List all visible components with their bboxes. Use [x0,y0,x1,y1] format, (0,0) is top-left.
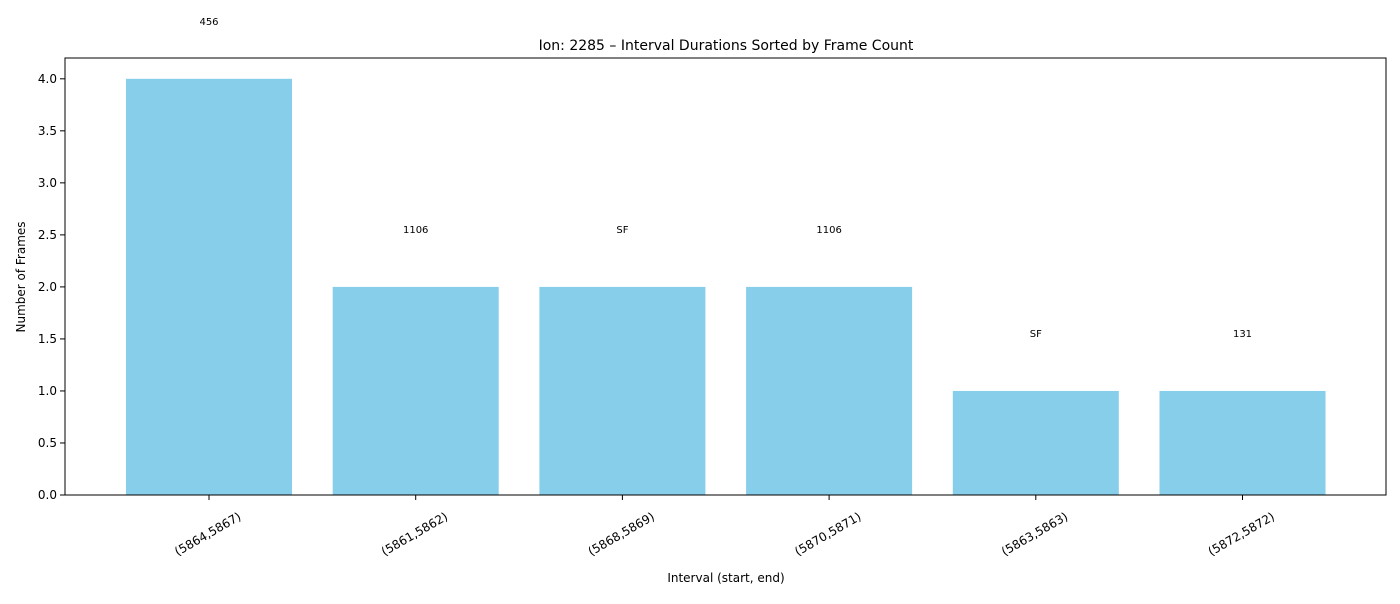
x-axis: (5864,5867) (5861,5862) (5868,5869) (5870,5… [172,495,1277,559]
bar-1 [126,78,292,496]
y-axis: 0.0 0.5 1.0 1.5 2.0 2.5 3.0 3.5 4.0 [38,72,65,502]
bar-2 [332,286,499,495]
bar-4 [746,286,913,495]
bar-annotation-2: 1106 [403,225,428,236]
x-tick-label-4: (5863,5863) [999,509,1070,558]
x-tick-label-0: (5864,5867) [172,509,243,558]
chart-title: Ion: 2285 – Interval Durations Sorted by… [539,38,914,54]
bar-6 [1159,390,1326,495]
y-tick-label-8: 4.0 [38,72,57,86]
bar-annotation-6: 131 [1233,329,1252,340]
y-tick-label-0: 0.0 [38,488,57,502]
y-tick-label-5: 2.5 [38,228,57,242]
y-tick-label-1: 0.5 [38,436,57,450]
x-tick-label-3: (5870,5871) [792,509,863,558]
bar-annotation-4: 1106 [816,225,841,236]
plot-frame [64,57,1387,496]
bar-3 [539,286,706,495]
bar-5 [952,390,1119,495]
y-tick-label-2: 1.0 [38,384,57,398]
y-tick-label-7: 3.5 [38,124,57,138]
bar-annotation-1: 456 [199,17,218,28]
x-tick-label-1: (5861,5862) [379,509,450,558]
x-axis-label: Interval (start, end) [667,571,784,585]
y-tick-label-3: 1.5 [38,332,57,346]
plot-area [64,57,1387,496]
x-tick-label-5: (5872,5872) [1206,509,1277,558]
x-tick-label-2: (5868,5869) [586,509,657,558]
bar-annotation-3: SF [616,225,628,236]
bar-annotation-5: SF [1030,329,1042,340]
y-tick-label-6: 3.0 [38,176,57,190]
bar-annotations: 456 1106 SF 1106 SF 131 [199,17,1252,340]
y-axis-label: Number of Frames [14,221,28,332]
y-tick-label-4: 2.0 [38,280,57,294]
